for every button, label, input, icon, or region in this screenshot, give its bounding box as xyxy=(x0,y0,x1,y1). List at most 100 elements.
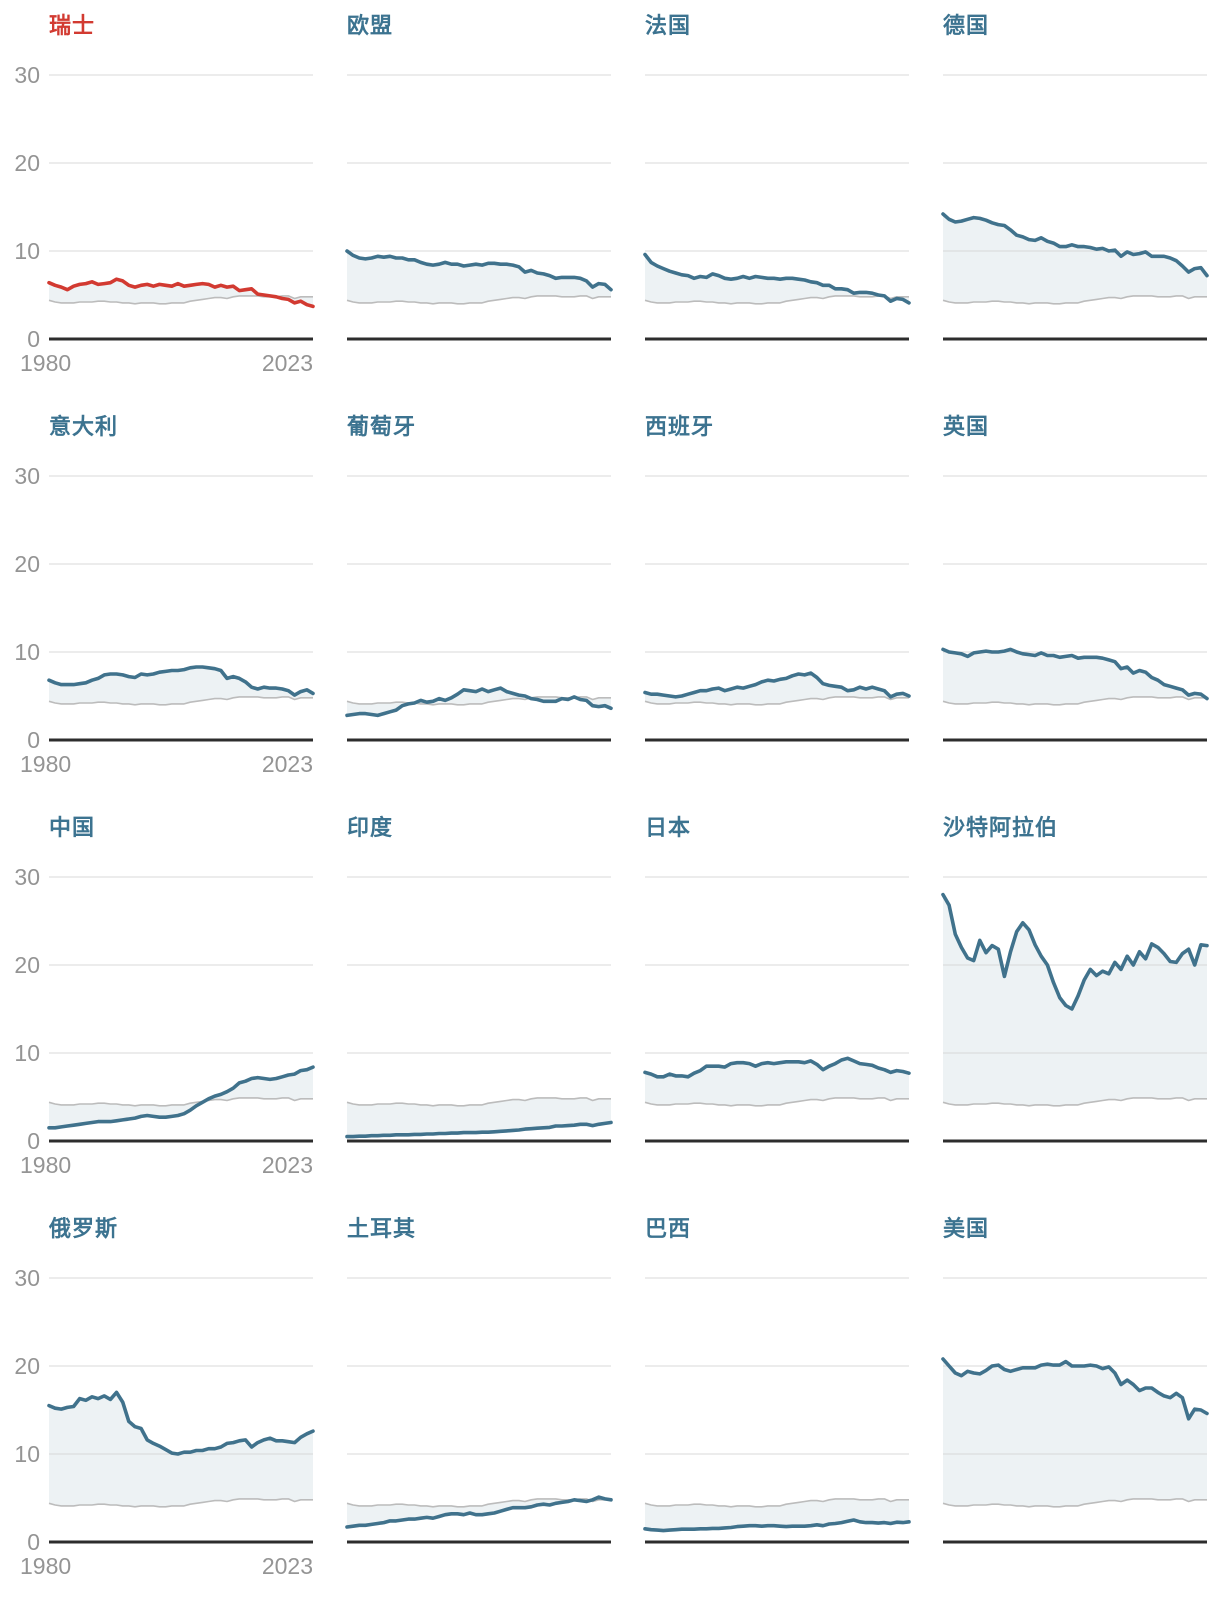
plot-area xyxy=(941,1251,1209,1551)
chart-panel-brazil: 巴西 xyxy=(643,1215,911,1551)
chart-row: 瑞士 30 20 10 0 1980 2023 欧盟 法国 德国 xyxy=(0,12,1220,377)
diff-area xyxy=(49,667,313,705)
chart-row: 中国 30 20 10 0 1980 2023 印度 日本 沙特阿拉伯 xyxy=(0,814,1220,1179)
diff-area xyxy=(347,688,611,716)
plot-area: 30 20 10 0 xyxy=(14,850,315,1153)
chart-panel-china: 中国 30 20 10 0 1980 2023 xyxy=(0,814,315,1179)
country-line-eu xyxy=(345,249,613,292)
country-line-russia xyxy=(47,1390,315,1456)
x-axis-end-label: 2023 xyxy=(261,350,313,376)
chart-panel-usa: 美国 xyxy=(941,1215,1209,1551)
y-axis-tick-label: 10 xyxy=(14,238,40,264)
panel-title-switzerland: 瑞士 xyxy=(49,13,96,38)
panel-title-uk: 英国 xyxy=(943,414,990,439)
line-chart-svg xyxy=(941,876,1209,1143)
chart-panel-japan: 日本 xyxy=(643,814,911,1150)
line-chart-svg xyxy=(47,74,315,341)
x-axis-end-label: 2023 xyxy=(261,751,313,777)
plot-area xyxy=(941,449,1209,749)
line-chart-svg xyxy=(47,1277,315,1544)
chart-panel-germany: 德国 xyxy=(941,12,1209,348)
country-line-switzerland xyxy=(47,277,315,309)
country-line-usa xyxy=(941,1357,1209,1421)
plot-area xyxy=(643,850,911,1150)
y-axis-tick-label: 0 xyxy=(27,1529,40,1555)
chart-row: 俄罗斯 30 20 10 0 1980 2023 土耳其 巴西 美国 xyxy=(0,1215,1220,1580)
panel-title-japan: 日本 xyxy=(645,815,692,840)
diff-area xyxy=(347,1497,611,1527)
diff-area xyxy=(943,214,1207,304)
line-chart-svg xyxy=(941,74,1209,341)
y-axis-tick-label: 30 xyxy=(14,463,40,489)
world-average-line xyxy=(644,1097,909,1107)
panel-title-saudi-arabia: 沙特阿拉伯 xyxy=(943,815,1059,840)
chart-panel-switzerland: 瑞士 30 20 10 0 1980 2023 xyxy=(0,12,315,377)
world-average-line xyxy=(48,696,313,706)
panel-title-portugal: 葡萄牙 xyxy=(347,414,417,439)
panel-title-italy: 意大利 xyxy=(49,414,119,439)
y-axis-tick-label: 10 xyxy=(14,1040,40,1066)
plot-area xyxy=(345,449,613,749)
plot-area: 30 20 10 0 xyxy=(14,1251,315,1554)
x-axis-labels: 1980 2023 xyxy=(20,1152,313,1179)
diff-area xyxy=(943,1359,1207,1507)
chart-row: 意大利 30 20 10 0 1980 2023 葡萄牙 西班牙 英国 xyxy=(0,413,1220,778)
y-axis-tick-label: 10 xyxy=(14,1441,40,1467)
plot-area: 30 20 10 0 xyxy=(14,48,315,351)
x-axis-start-label: 1980 xyxy=(20,1553,72,1579)
plot-area xyxy=(345,48,613,348)
y-axis-tick-label: 30 xyxy=(14,1265,40,1291)
country-line-italy xyxy=(47,665,315,697)
country-line-brazil xyxy=(643,1518,911,1533)
plot-area xyxy=(643,48,911,348)
x-axis-labels: 1980 2023 xyxy=(20,1553,313,1580)
y-axis-tick-label: 20 xyxy=(14,150,40,176)
country-line-portugal xyxy=(345,686,613,718)
panel-title-turkey: 土耳其 xyxy=(347,1216,417,1241)
country-line-china xyxy=(47,1065,315,1130)
x-axis-start-label: 1980 xyxy=(20,350,72,376)
chart-panel-eu: 欧盟 xyxy=(345,12,613,348)
chart-panel-turkey: 土耳其 xyxy=(345,1215,613,1551)
line-chart-svg xyxy=(941,1277,1209,1544)
x-axis-labels: 1980 2023 xyxy=(20,751,313,778)
diff-area xyxy=(347,251,611,304)
y-axis-tick-label: 20 xyxy=(14,1353,40,1379)
plot-area xyxy=(643,1251,911,1551)
line-chart-svg xyxy=(345,74,613,341)
x-axis-end-label: 2023 xyxy=(261,1553,313,1579)
country-line-germany xyxy=(941,212,1209,278)
country-line-uk xyxy=(941,647,1209,701)
world-average-line xyxy=(644,1498,909,1508)
y-axis-tick-label: 0 xyxy=(27,326,40,352)
country-line-spain xyxy=(643,671,911,699)
line-chart-svg xyxy=(941,475,1209,742)
plot-area xyxy=(643,449,911,749)
chart-panel-italy: 意大利 30 20 10 0 1980 2023 xyxy=(0,413,315,778)
world-average-line xyxy=(942,1097,1207,1107)
line-chart-svg xyxy=(345,876,613,1143)
line-chart-svg xyxy=(345,1277,613,1544)
line-chart-svg xyxy=(47,876,315,1143)
x-axis-labels: 1980 2023 xyxy=(20,350,313,377)
diff-area xyxy=(645,1498,909,1531)
world-average-line xyxy=(346,295,611,305)
y-axis-tick-label: 30 xyxy=(14,864,40,890)
plot-area xyxy=(941,850,1209,1150)
chart-panel-saudi-arabia: 沙特阿拉伯 xyxy=(941,814,1209,1150)
panel-title-usa: 美国 xyxy=(943,1216,990,1241)
x-axis-end-label: 2023 xyxy=(261,1152,313,1178)
plot-area xyxy=(941,48,1209,348)
y-axis-tick-label: 0 xyxy=(27,727,40,753)
world-average-line xyxy=(644,696,909,706)
panel-title-spain: 西班牙 xyxy=(645,414,715,439)
chart-panel-russia: 俄罗斯 30 20 10 0 1980 2023 xyxy=(0,1215,315,1580)
diff-area xyxy=(943,649,1207,705)
y-axis-tick-label: 30 xyxy=(14,62,40,88)
country-line-turkey xyxy=(345,1495,613,1529)
diff-area xyxy=(645,1058,909,1106)
line-chart-svg xyxy=(345,475,613,742)
line-chart-svg xyxy=(643,74,911,341)
world-average-line xyxy=(48,1097,313,1107)
